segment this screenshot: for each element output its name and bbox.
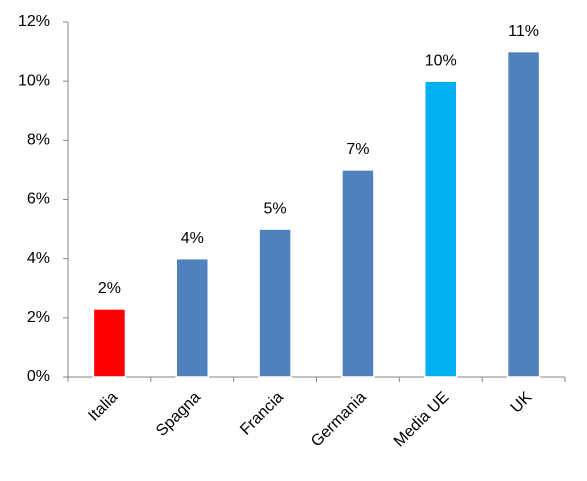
y-tick-label: 4%: [27, 250, 50, 267]
bar: [175, 257, 209, 378]
y-tick-label: 2%: [27, 309, 50, 326]
bar: [424, 80, 458, 378]
x-tick-label: Germania: [308, 389, 370, 451]
x-tick-label: Spagna: [153, 389, 204, 440]
y-tick-label: 0%: [27, 368, 50, 385]
value-label: 7%: [346, 141, 369, 158]
value-label: 10%: [425, 52, 457, 69]
y-tick-label: 6%: [27, 191, 50, 208]
bar: [506, 50, 541, 378]
bar: [258, 228, 292, 378]
value-label: 4%: [181, 230, 204, 247]
value-label: 11%: [508, 23, 539, 40]
x-tick-label: UK: [508, 389, 536, 417]
x-tick-label: Italia: [85, 389, 121, 425]
value-label: 2%: [98, 280, 121, 297]
bar: [92, 308, 127, 378]
y-tick-label: 10%: [18, 72, 50, 89]
x-tick-label: Media UE: [391, 389, 453, 451]
y-tick-label: 8%: [27, 132, 50, 149]
y-tick-label: 12%: [18, 13, 50, 30]
value-label: 5%: [264, 200, 287, 217]
x-tick-label: Francia: [237, 389, 287, 439]
bar: [341, 169, 375, 378]
